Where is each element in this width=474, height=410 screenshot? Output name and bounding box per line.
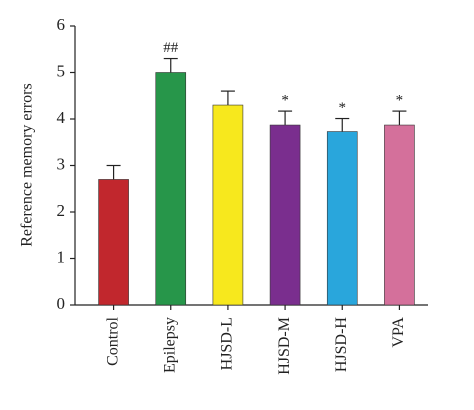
y-tick-label: 3 (57, 154, 66, 173)
x-tick-label: HJSD-L (219, 317, 236, 370)
y-tick-label: 4 (57, 108, 66, 127)
x-tick-label: HJSD-M (276, 317, 293, 375)
y-tick-label: 6 (57, 15, 66, 34)
bar (384, 124, 415, 306)
y-axis-label: Reference memory errors (19, 83, 36, 246)
y-tick-label: 0 (57, 294, 66, 313)
x-tick-label: HJSD-H (333, 317, 350, 373)
y-tick-label: 1 (57, 247, 66, 266)
significance-label: * (339, 100, 347, 116)
bar (155, 72, 187, 306)
y-tick-label: 2 (57, 201, 66, 220)
significance-label: ## (163, 40, 179, 56)
x-tick-label: Control (104, 316, 121, 365)
significance-label: * (281, 93, 289, 109)
significance-label: * (396, 93, 404, 109)
y-tick-label: 5 (57, 61, 66, 80)
x-tick-label: Epilepsy (161, 317, 178, 373)
bar (98, 179, 129, 306)
bar (326, 131, 358, 306)
bar (269, 124, 301, 306)
x-tick-label: VPA (390, 317, 407, 348)
bar (212, 104, 244, 306)
